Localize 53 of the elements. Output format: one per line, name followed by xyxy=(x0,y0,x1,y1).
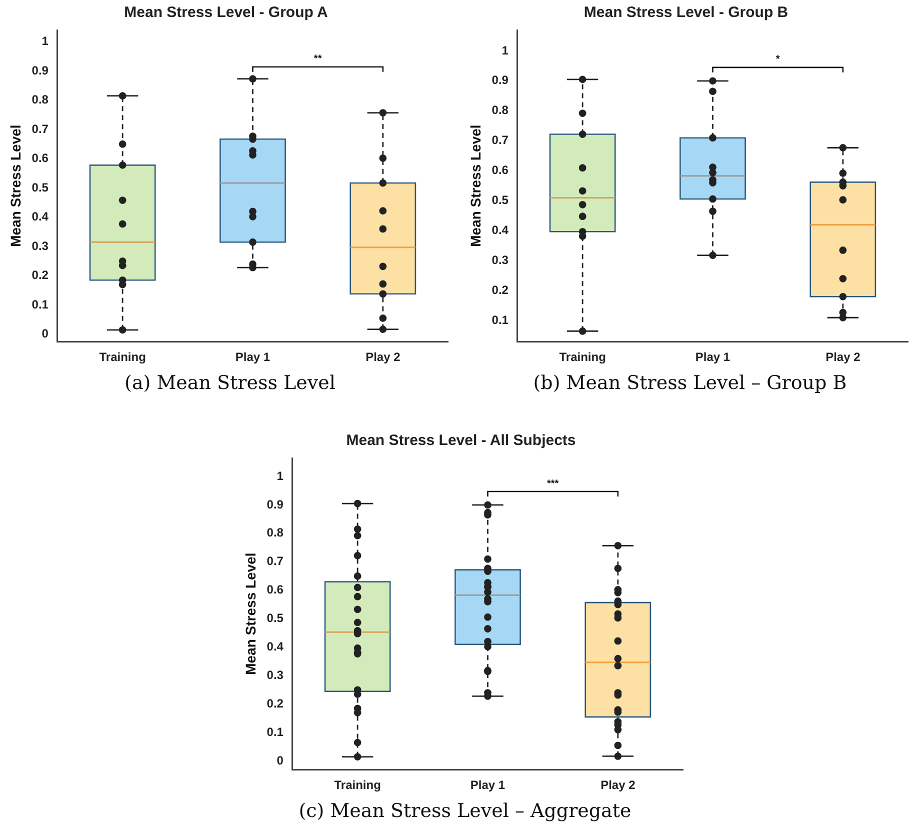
y-tick-label: 1 xyxy=(42,34,49,48)
y-tick-label: 0.7 xyxy=(492,133,509,148)
x-tick-label: Play 2 xyxy=(826,350,861,364)
y-tick-label: 0.4 xyxy=(32,210,49,224)
y-tick-label: 0.5 xyxy=(32,180,49,194)
y-tick-label: 1 xyxy=(502,43,509,58)
annotation: * xyxy=(776,54,780,66)
y-tick-label: 0.5 xyxy=(492,193,509,208)
text: (b) Mean Stress Level – Group B xyxy=(532,372,848,394)
y-axis-title: Mean Stress Level xyxy=(242,552,258,675)
y-tick-label: 0.1 xyxy=(32,297,49,312)
y-tick-label: 0.7 xyxy=(266,554,284,568)
x-tick-label: Play 1 xyxy=(470,778,506,792)
y-tick-label: 0.2 xyxy=(492,282,509,297)
y-tick-label: 0.3 xyxy=(492,253,509,268)
y-axis-title: Mean Stress Level xyxy=(467,124,484,247)
y-tick-label: 0.2 xyxy=(266,696,284,710)
chart-title: Mean Stress Level - All Subjects xyxy=(346,432,576,450)
y-tick-label: 0.6 xyxy=(492,163,509,178)
y-tick-label: 0.4 xyxy=(266,640,284,654)
y-tick-label: 0.3 xyxy=(32,238,49,253)
y-tick-label: 0.7 xyxy=(32,122,49,136)
y-tick-label: 1 xyxy=(276,468,284,483)
x-tick-label: Play 2 xyxy=(600,778,636,792)
y-tick-label: 0.6 xyxy=(32,151,49,166)
text: (c) Mean Stress Level – Aggregate xyxy=(298,800,632,822)
x-tick-label: Training xyxy=(334,778,381,792)
x-tick-label: Play 1 xyxy=(695,350,730,364)
annotation: *** xyxy=(546,478,559,490)
y-tick-label: 0.9 xyxy=(32,63,49,78)
y-tick-label: 0.1 xyxy=(492,312,509,327)
annotation: ** xyxy=(314,54,322,65)
x-tick-label: Training xyxy=(99,350,146,364)
y-axis-title: Mean Stress Level xyxy=(7,124,24,247)
x-tick-label: Training xyxy=(559,350,606,364)
y-tick-label: 0.6 xyxy=(266,582,284,597)
y-tick-label: 0.3 xyxy=(266,668,284,682)
text: (a) Mean Stress Level xyxy=(124,372,336,394)
y-tick-label: 0.2 xyxy=(32,268,49,282)
chart-title: Mean Stress Level - Group A xyxy=(124,4,328,22)
x-tick-label: Play 2 xyxy=(366,350,401,364)
y-tick-label: 0.1 xyxy=(266,724,284,739)
y-tick-label: 0.5 xyxy=(266,611,284,626)
y-tick-label: 0 xyxy=(42,326,49,341)
x-tick-label: Play 1 xyxy=(235,350,270,364)
y-tick-label: 0.9 xyxy=(266,497,284,512)
y-tick-label: 0.4 xyxy=(492,223,509,238)
chart-title: Mean Stress Level - Group B xyxy=(584,4,788,22)
y-tick-label: 0.8 xyxy=(32,92,49,107)
y-tick-label: 0.8 xyxy=(266,526,284,540)
y-tick-label: 0 xyxy=(276,753,284,768)
y-tick-label: 0.9 xyxy=(492,73,509,88)
y-tick-label: 0.8 xyxy=(492,103,509,118)
